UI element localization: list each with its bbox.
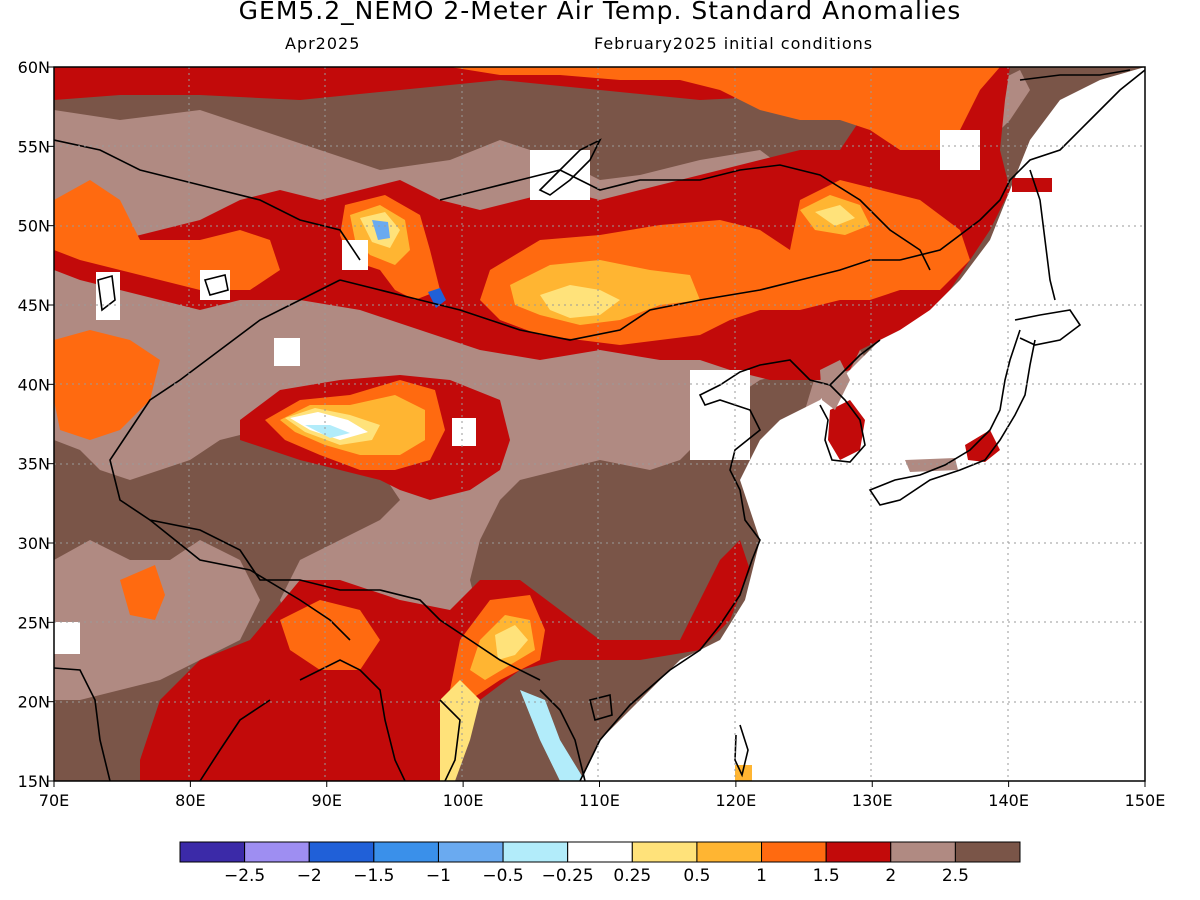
axis-ticks (48, 66, 1146, 787)
colorbar (179, 841, 1021, 863)
lat-tick-label: 60N (18, 58, 50, 77)
coast-india-w (54, 667, 111, 781)
field-orange-north (450, 67, 1000, 150)
field-red-south (140, 540, 750, 781)
lon-tick-label: 100E (443, 791, 484, 810)
field-cyan-myanmar (520, 690, 585, 781)
coast-east-china (579, 339, 881, 781)
gridlines (54, 67, 1145, 781)
field-light-blue-mongolia (372, 220, 390, 240)
field-blue-dot (428, 288, 446, 308)
colorbar-swatch (244, 841, 310, 863)
lat-tick-label: 45N (18, 296, 50, 315)
colorbar-label: 2 (885, 866, 896, 886)
initial-conditions-label: February2025 initial conditions (594, 34, 874, 53)
coast-sakhalin (1029, 169, 1056, 301)
field-orange-india (120, 565, 165, 620)
lat-tick-labels: 15N 20N 25N 30N 35N 40N 45N 50N 55N 60N (18, 58, 50, 791)
lon-tick-label: 80E (175, 791, 205, 810)
field-red-sakhalin (1012, 178, 1052, 192)
mask-kokonor (452, 418, 476, 446)
colorbar-label: 1.5 (813, 866, 840, 886)
map-field (54, 67, 1145, 781)
lat-tick-label: 30N (18, 534, 50, 553)
field-cyan-qaidam (305, 425, 350, 438)
colorbar-label: −2.5 (224, 866, 265, 886)
border-china-w (109, 279, 541, 681)
lon-tick-labels: 70E 80E 90E 100E 110E 120E 130E 140E 150E (39, 791, 1166, 810)
lon-tick-label: 120E (716, 791, 757, 810)
lat-tick-label: 50N (18, 217, 50, 236)
lat-tick-label: 40N (18, 375, 50, 394)
colorbar-swatch (631, 841, 698, 863)
colorbar-swatch (890, 841, 956, 863)
field-orange-west (54, 180, 280, 290)
field-light-brown-2 (54, 540, 260, 700)
lat-tick-label: 55N (18, 137, 50, 156)
coast-hokkaido (1014, 309, 1082, 346)
colorbar-label: −2 (297, 866, 322, 886)
colorbar-labels: −2.5 −2 −1.5 −1 −0.5 −0.25 0.25 0.5 1 1.5 2 2.5 (224, 866, 969, 886)
field-orange-kazakh (54, 330, 160, 440)
colorbar-swatch (761, 841, 827, 863)
coast-korea (819, 384, 866, 463)
lon-tick-label: 130E (852, 791, 893, 810)
colorbar-label: −0.5 (482, 866, 523, 886)
lon-tick-label: 140E (988, 791, 1029, 810)
field-pale-yunnan (495, 625, 528, 660)
colorbar-label: −1.5 (353, 866, 394, 886)
mask-kamchatka (940, 130, 980, 170)
colorbar-swatch (308, 841, 375, 863)
colorbar-label: 1 (756, 866, 767, 886)
colorbar-label: 2.5 (942, 866, 969, 886)
lon-tick-label: 90E (312, 791, 342, 810)
colorbar-label: 0.25 (613, 866, 651, 886)
coast-okhotsk (899, 69, 1145, 261)
field-yellow-myanmar (440, 680, 480, 781)
colorbar-label: −0.25 (542, 866, 594, 886)
mask-mongol (342, 240, 368, 270)
colorbar-label: −1 (426, 866, 451, 886)
lat-tick-label: 25N (18, 613, 50, 632)
border-mongolia (339, 259, 900, 341)
colorbar-swatch (567, 841, 633, 863)
colorbar-swatch (825, 841, 892, 863)
field-pale-gobi (540, 285, 620, 318)
coast-russia-n (1019, 69, 1131, 81)
border-kazakh (54, 139, 361, 261)
coast-bay-bengal (199, 659, 406, 781)
lon-tick-label: 70E (39, 791, 69, 810)
border-himalaya (149, 519, 351, 641)
border-russia (439, 164, 931, 271)
sea-caspian (97, 274, 116, 312)
colorbar-swatch (502, 841, 569, 863)
coast-indochina (439, 689, 586, 781)
coast-hainan (589, 693, 613, 722)
lat-tick-label: 20N (18, 693, 50, 712)
colorbar-swatch (373, 841, 439, 863)
coast-japan (868, 329, 1036, 506)
colorbar-swatch (179, 841, 246, 863)
field-lb-japan-n (905, 458, 958, 472)
lat-tick-label: 35N (18, 455, 50, 474)
forecast-month: Apr2025 (285, 34, 361, 53)
mask-issyk (274, 338, 300, 366)
lake-balkhash (203, 274, 229, 296)
coastlines (54, 69, 1145, 781)
colorbar-swatch (954, 841, 1021, 863)
chart-title: GEM5.2_NEMO 2-Meter Air Temp. Standard A… (238, 0, 962, 25)
lon-tick-label: 150E (1125, 791, 1166, 810)
lon-tick-label: 110E (579, 791, 620, 810)
lake-baikal (538, 138, 602, 196)
colorbar-swatch (437, 841, 504, 863)
field-pale-ne (815, 205, 855, 226)
mask-india-w (54, 622, 80, 654)
lat-tick-label: 15N (18, 772, 50, 791)
field-orange-south (280, 600, 380, 670)
field-red-japan (965, 430, 1000, 462)
colorbar-swatch (696, 841, 763, 863)
colorbar-label: 0.5 (683, 866, 710, 886)
